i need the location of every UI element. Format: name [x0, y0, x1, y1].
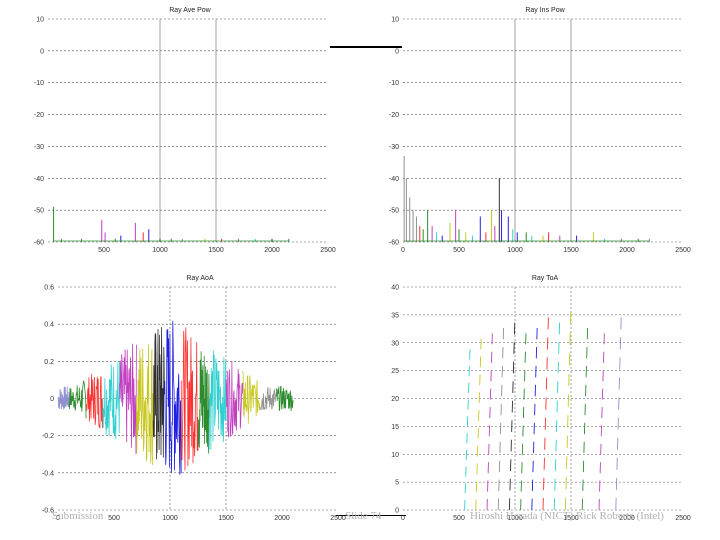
x-tick-label: 500	[108, 515, 120, 522]
y-tick-label: -0.2	[42, 433, 54, 440]
y-tick-label: -20	[34, 112, 44, 119]
chart-title: Ray Ins Pow	[525, 7, 565, 14]
x-tick-label: 500	[98, 247, 110, 254]
footer-rule	[336, 515, 406, 516]
y-tick-label: -30	[34, 144, 44, 151]
aoa-series-segment	[119, 343, 137, 455]
y-tick-label: -40	[389, 176, 399, 183]
y-tick-label: 0	[40, 48, 44, 55]
y-tick-label: 0	[50, 396, 54, 403]
chart-title: Ray ToA	[532, 275, 559, 282]
aoa-series-segment	[85, 373, 104, 429]
aoa-series-segment	[259, 387, 277, 411]
footer-submission: Submission	[52, 510, 104, 522]
footer-slide-number: Slide 74	[345, 510, 382, 522]
x-tick-label: 2000	[264, 247, 280, 254]
x-tick-label: 2500	[320, 247, 336, 254]
x-tick-label: 0	[401, 515, 405, 522]
aoa-series-segment	[225, 361, 244, 438]
x-tick-label: 1500	[563, 515, 579, 522]
x-tick-label: 1500	[218, 515, 234, 522]
y-tick-label: 20	[391, 396, 399, 403]
y-tick-label: 10	[391, 17, 399, 24]
aoa-series-segment	[68, 380, 87, 419]
aoa-series-segment	[136, 344, 154, 465]
x-tick-label: 2000	[619, 515, 635, 522]
aoa-series-segment	[152, 327, 165, 460]
x-tick-label: 1500	[208, 247, 224, 254]
y-tick-label: 30	[391, 340, 399, 347]
y-tick-label: -60	[34, 240, 44, 247]
aoa-series-segment	[197, 351, 210, 454]
y-tick-label: -0.6	[42, 508, 54, 515]
y-tick-label: -50	[34, 208, 44, 215]
x-tick-label: 2500	[330, 515, 346, 522]
x-tick-label: 500	[453, 247, 465, 254]
chart-title: Ray AoA	[186, 275, 214, 282]
aoa-series-segment	[276, 385, 294, 412]
x-tick-label: 1000	[507, 247, 523, 254]
aoa-series-segment	[102, 361, 120, 440]
y-tick-label: 10	[391, 452, 399, 459]
x-tick-label: 1000	[507, 515, 523, 522]
x-tick-label: 2500	[675, 247, 691, 254]
y-tick-label: 10	[36, 17, 44, 24]
y-tick-label: 35	[391, 312, 399, 319]
y-tick-label: 0	[395, 48, 399, 55]
y-tick-label: 0	[395, 508, 399, 515]
y-tick-label: -60	[389, 240, 399, 247]
aoa-series-segment	[57, 386, 70, 410]
x-tick-label: 1000	[152, 247, 168, 254]
y-tick-label: 40	[391, 285, 399, 292]
footer-authors: Hiroshi Harada (NICT) Rick Roberts (Inte…	[470, 510, 664, 522]
y-tick-label: -20	[389, 112, 399, 119]
x-tick-label: 2000	[619, 247, 635, 254]
x-tick-label: 2500	[675, 515, 691, 522]
x-tick-label: 1500	[563, 247, 579, 254]
x-tick-label: 0	[401, 247, 405, 254]
y-tick-label: -10	[34, 80, 44, 87]
y-tick-label: 0.6	[44, 285, 54, 292]
y-tick-label: 25	[391, 368, 399, 375]
y-tick-label: -30	[389, 144, 399, 151]
chart-panel-1: Ray Ave Pow 10 0 -10 -20 -30 -40 -50 -60 500 1000 1…	[34, 7, 336, 254]
header-rule	[330, 46, 402, 48]
y-tick-label: 0.4	[44, 322, 54, 329]
chart-title: Ray Ave Pow	[169, 7, 211, 14]
y-tick-label: -50	[389, 208, 399, 215]
y-tick-label: 15	[391, 424, 399, 431]
aoa-series-segment	[164, 320, 182, 475]
x-tick-label: 500	[453, 515, 465, 522]
y-tick-label: -0.4	[42, 470, 54, 477]
x-tick-label: 0	[56, 515, 60, 522]
y-tick-label: -10	[389, 80, 399, 87]
y-tick-label: 0.2	[44, 359, 54, 366]
x-tick-label: 2000	[274, 515, 290, 522]
y-tick-label: -40	[34, 176, 44, 183]
x-tick-label: 1000	[162, 515, 178, 522]
aoa-series-segment	[208, 350, 227, 450]
y-tick-label: 5	[395, 480, 399, 487]
aoa-series-segment	[242, 371, 260, 424]
aoa-series-segment	[180, 327, 199, 471]
